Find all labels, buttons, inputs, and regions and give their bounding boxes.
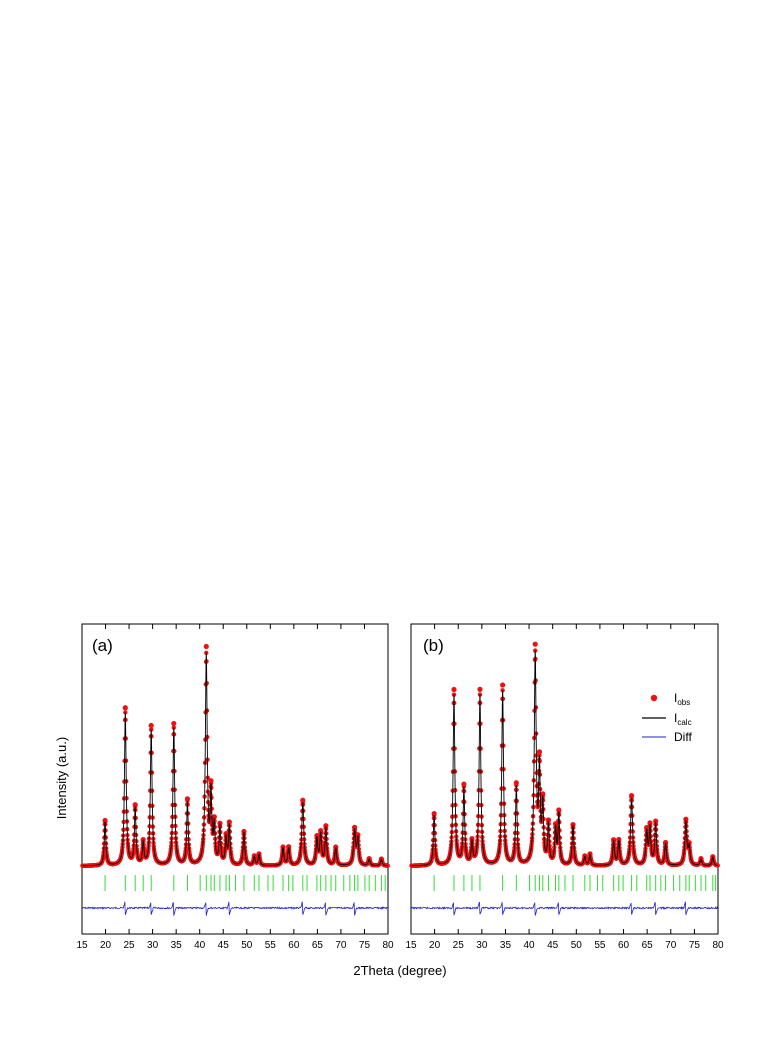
legend: Iobs Icalc Diff (642, 691, 692, 744)
x-tick-label: 15 (76, 940, 88, 951)
x-tick-label: 25 (453, 940, 465, 951)
panel-a-difference-curve (82, 901, 388, 917)
observed-point (477, 686, 483, 692)
difference-curve (411, 901, 718, 917)
observed-point (226, 819, 232, 825)
x-tick-label: 55 (594, 940, 606, 951)
x-tick-label: 45 (547, 940, 559, 951)
observed-point (102, 817, 108, 824)
panel-b: 15 20 25 30 35 40 45 50 55 60 65 70 75 80 (b) Iobs Ic… (405, 623, 724, 951)
observed-point (513, 780, 519, 786)
observed-point (536, 749, 543, 755)
observed-point (355, 832, 361, 838)
legend-diff-label: Diff (674, 730, 692, 744)
observed-point (351, 824, 358, 830)
legend-obs-marker (650, 694, 658, 702)
observed-point (132, 802, 138, 808)
panel-b-reflection-markers (433, 875, 717, 891)
x-tick-label: 20 (100, 940, 112, 951)
panel-a-observed-points (80, 643, 390, 868)
x-tick-label: 50 (241, 940, 253, 951)
observed-point (451, 686, 457, 693)
x-tick-label: 50 (571, 940, 583, 951)
panel-b-frame (410, 623, 719, 935)
panel-b-calculated-curve (411, 650, 718, 867)
calculated-curve (411, 650, 718, 867)
observed-point (184, 796, 191, 802)
observed-point (500, 682, 506, 688)
x-axis-title: 2Theta (degree) (353, 963, 446, 978)
observed-point (628, 793, 635, 799)
x-tick-label: 80 (712, 940, 724, 951)
panel-a-label: (a) (92, 636, 113, 655)
difference-curve (82, 901, 388, 917)
observed-point (148, 722, 154, 729)
x-tick-label: 70 (665, 940, 677, 951)
x-tick-label: 20 (429, 940, 441, 951)
observed-point (461, 781, 467, 787)
x-tick-label: 60 (618, 940, 630, 951)
x-tick-label: 65 (312, 940, 324, 951)
observed-point (314, 833, 320, 839)
legend-calc-label: Icalc (674, 711, 692, 727)
observed-point (122, 705, 128, 711)
panel-a-frame (81, 623, 389, 935)
observed-point (208, 778, 214, 784)
panel-a-x-ticks (81, 624, 389, 934)
panel-b-x-ticks (410, 624, 719, 934)
x-tick-label: 15 (405, 940, 417, 951)
panel-a: 15 20 25 30 35 40 45 50 55 60 65 70 75 80 (a) (76, 623, 394, 951)
x-tick-label: 65 (642, 940, 654, 951)
legend-obs-label: Iobs (674, 691, 690, 707)
calculated-curve (82, 652, 388, 867)
observed-point (171, 720, 177, 727)
x-tick-label: 30 (476, 940, 488, 951)
x-tick-label: 70 (335, 940, 347, 951)
panel-a-calculated-curve (82, 652, 388, 867)
panel-b-difference-curve (411, 901, 718, 917)
observed-point (203, 643, 209, 650)
panel-b-label: (b) (423, 636, 444, 655)
panel-b-x-tick-labels: 15 20 25 30 35 40 45 50 55 60 65 70 75 80 (405, 940, 724, 951)
x-tick-label: 25 (124, 940, 136, 951)
x-tick-label: 60 (288, 940, 300, 951)
x-tick-label: 75 (689, 940, 701, 951)
x-tick-label: 40 (194, 940, 206, 951)
x-tick-label: 40 (524, 940, 536, 951)
observed-point (223, 830, 229, 837)
x-tick-label: 35 (500, 940, 512, 951)
x-tick-label: 35 (171, 940, 183, 951)
observed-point (300, 797, 306, 803)
panel-a-x-tick-labels: 15 20 25 30 35 40 45 50 55 60 65 70 75 80 (76, 940, 394, 951)
x-tick-label: 80 (382, 940, 394, 951)
x-tick-label: 30 (147, 940, 159, 951)
x-tick-label: 55 (265, 940, 277, 951)
x-tick-label: 75 (359, 940, 371, 951)
panel-a-reflection-markers (104, 875, 386, 891)
x-tick-label: 45 (218, 940, 230, 951)
observed-point (211, 814, 217, 820)
y-axis-title: Intensity (a.u.) (54, 737, 69, 819)
observed-point (532, 641, 538, 647)
